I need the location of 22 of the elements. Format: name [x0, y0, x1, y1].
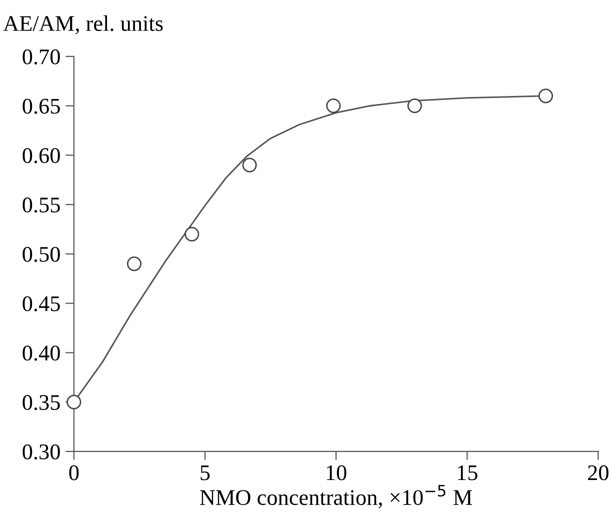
point — [538, 88, 554, 104]
y-tick-label: 0.35 — [22, 394, 60, 410]
y-tick-label: 0.55 — [22, 197, 60, 213]
x-tick-label: 0 — [69, 465, 79, 480]
x-axis-title: NMO concentration, ×10$^{−5}$ M — [200, 485, 472, 508]
y-tick-label: 0.45 — [22, 296, 60, 312]
y-tick-label: 0.60 — [22, 148, 60, 164]
point — [326, 98, 341, 114]
y-axis-title: AE/AM, rel. units — [3, 15, 163, 34]
y-tick-label: 0.70 — [22, 49, 60, 64]
point — [242, 158, 257, 172]
point — [126, 256, 142, 272]
y-tick-label: 0.50 — [22, 246, 60, 262]
x-tick-label: 10 — [326, 465, 346, 480]
x-tick-label: 5 — [200, 466, 210, 480]
x-tick-label: 20 — [588, 465, 608, 480]
x-tick-label: 15 — [458, 465, 478, 480]
point — [184, 226, 200, 242]
point — [407, 98, 422, 114]
y-tick-label: 0.65 — [22, 98, 60, 114]
y-tick-label: 0.30 — [22, 444, 60, 460]
y-tick-label: 0.40 — [22, 346, 60, 361]
